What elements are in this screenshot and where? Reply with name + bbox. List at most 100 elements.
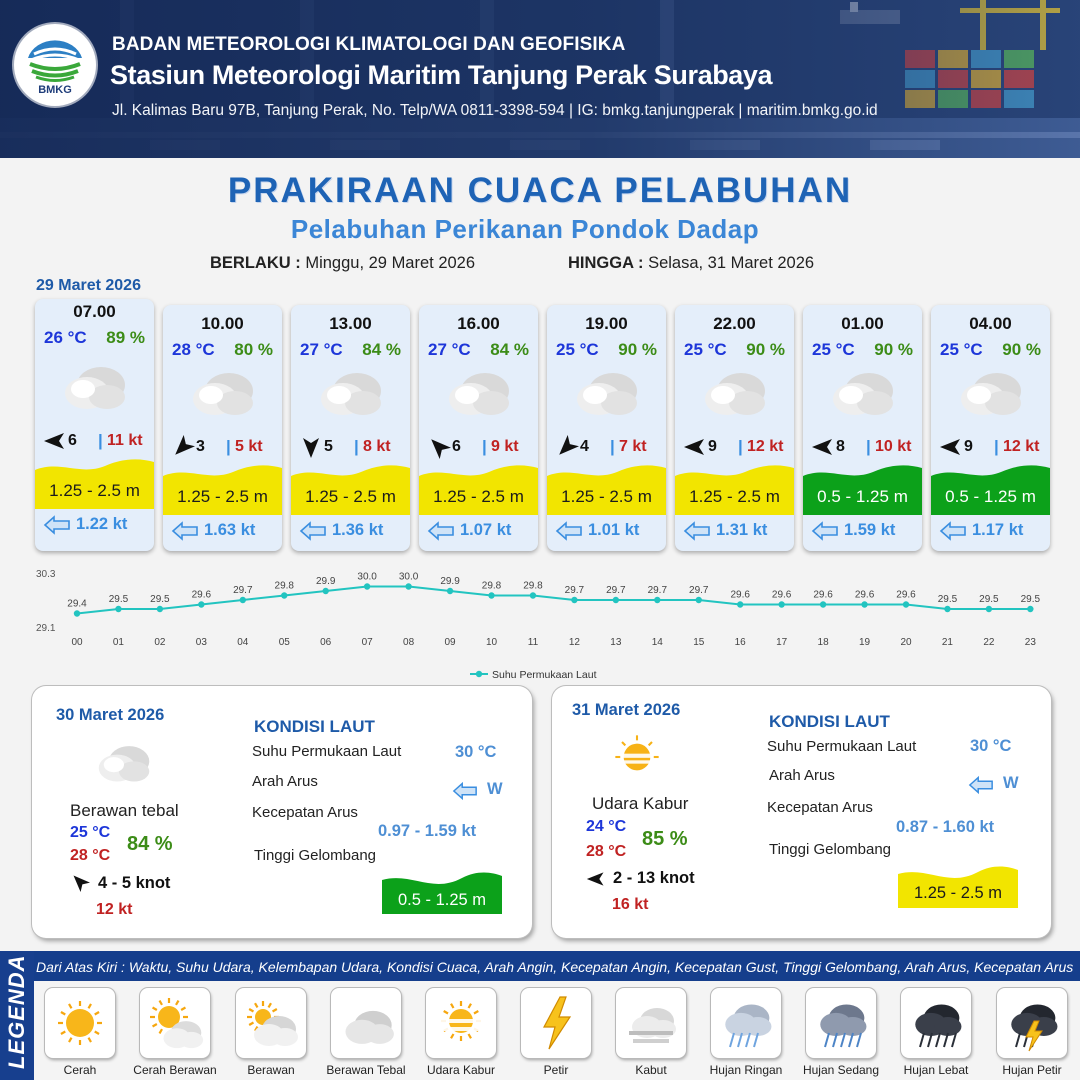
organization-name: BADAN METEOROLOGI KLIMATOLOGI DAN GEOFIS…	[112, 34, 626, 55]
sea-surface-temperature-chart: 30.3 29.1 29.4 00 29.5 01 29.5 02 29.6 03 29.7 04 29…	[36, 569, 1041, 681]
sst-data-label: 29.5	[979, 594, 999, 605]
forecast-time: 01.00	[841, 314, 884, 333]
forecast-time: 10.00	[201, 314, 244, 333]
legend-item-label: Hujan Sedang	[802, 1063, 880, 1077]
wind-direction-icon	[303, 438, 319, 458]
sst-data-point	[488, 592, 495, 599]
legend-item-label: Berawan	[247, 1063, 295, 1077]
legend-item-label: Cerah Berawan	[133, 1063, 217, 1077]
forecast-time: 13.00	[329, 314, 372, 333]
sst-data-point	[944, 605, 951, 613]
forecast-humidity: 90 %	[1002, 340, 1041, 359]
wind-direction-icon	[940, 439, 960, 455]
thick-cloud-icon	[345, 1010, 394, 1044]
sst-data-label: 29.6	[896, 590, 916, 601]
forecast-temperature: 25 °C	[940, 340, 983, 359]
sst-data-point	[156, 605, 164, 613]
forecast-wave-height: 1.25 - 2.5 m	[177, 487, 268, 506]
sst-data-label: 29.6	[772, 590, 792, 601]
sst-data-point	[778, 601, 785, 608]
sst-data-label: 29.9	[440, 576, 460, 587]
forecast-wind-speed: 9	[708, 438, 717, 455]
arrow-left-icon	[171, 521, 198, 541]
forecast-humidity: 84 %	[362, 340, 401, 359]
forecast-current-speed: 1.22 kt	[76, 515, 128, 533]
day-humidity: 84 %	[127, 833, 173, 855]
sun-cloud-icon	[150, 998, 204, 1049]
forecast-gust: 9 kt	[491, 438, 519, 455]
haze-icon	[615, 735, 659, 771]
thick-cloud-icon	[961, 373, 1021, 415]
forecast-separator: |	[98, 431, 103, 450]
sst-data-point	[115, 605, 122, 613]
x-tick-label: 10	[486, 637, 498, 648]
moderate-rain-icon	[820, 1004, 867, 1048]
forecast-temperature: 25 °C	[812, 340, 855, 359]
sst-data-label: 29.6	[813, 590, 833, 601]
sst-data-point	[1027, 605, 1034, 613]
legend-point-swatch	[475, 670, 483, 678]
forecast-separator: |	[226, 437, 231, 456]
sst-data-point	[861, 601, 868, 608]
forecast-separator: |	[738, 437, 743, 456]
day-condition: Udara Kabur	[592, 794, 689, 813]
current-speed-value: 0.87 - 1.60 kt	[896, 818, 995, 836]
arrow-left-icon	[968, 775, 993, 795]
sst-data-label: 29.7	[233, 585, 253, 596]
sst-value: 30 °C	[455, 743, 497, 761]
forecast-gust: 12 kt	[1003, 438, 1040, 455]
arrow-left-icon	[555, 521, 582, 541]
sst-data-label: 29.6	[730, 590, 750, 601]
forecast-time: 07.00	[73, 302, 116, 321]
forecast-card: 10.00 28 °C 80 % 3 | 5 kt 1.25 - 2.5 m 1.63 kt	[163, 305, 282, 551]
light-rain-icon	[725, 1004, 772, 1048]
wave-height-band	[675, 465, 794, 515]
thick-cloud-icon	[577, 373, 637, 415]
legend-item-thunderstorm	[997, 988, 1067, 1058]
thunderstorm-icon	[1011, 1004, 1058, 1052]
forecast-temperature: 25 °C	[556, 340, 599, 359]
logo-text: BMKG	[38, 84, 72, 96]
forecast-current-speed: 1.31 kt	[716, 521, 768, 539]
forecast-wind-speed: 6	[452, 438, 461, 455]
forecast-wind-speed: 9	[964, 438, 973, 455]
day-gust: 16 kt	[612, 896, 649, 913]
sst-data-label: 29.7	[565, 585, 585, 596]
sst-data-point	[446, 587, 454, 595]
header-banner: BMKG BADAN METEOROLOGI KLIMATOLOGI DAN G…	[0, 0, 1080, 158]
validity-to: HINGGA : Selasa, 31 Maret 2026	[568, 254, 814, 273]
sst-data-label: 29.8	[523, 581, 543, 592]
forecast-time: 04.00	[969, 314, 1012, 333]
sst-label: Suhu Permukaan Laut	[252, 743, 402, 760]
forecast-temperature: 27 °C	[300, 340, 343, 359]
sst-data-label: 29.5	[150, 594, 170, 605]
forecast-separator: |	[866, 437, 871, 456]
day-temp-max: 28 °C	[70, 847, 111, 864]
validity-to-label: HINGGA :	[568, 254, 644, 272]
legend-item-label: Petir	[543, 1063, 569, 1077]
forecast-card: 13.00 27 °C 84 % 5 | 8 kt 1.25 - 2.5 m 1.36 kt	[291, 305, 410, 551]
thick-cloud-icon	[65, 367, 125, 409]
sst-value: 30 °C	[970, 737, 1012, 755]
forecast-wave-height: 0.5 - 1.25 m	[817, 487, 908, 506]
forecast-wind-speed: 4	[580, 438, 589, 455]
forecast-gust: 12 kt	[747, 438, 784, 455]
sst-data-point	[322, 587, 329, 595]
forecast-humidity: 90 %	[746, 340, 785, 359]
forecast-card: 22.00 25 °C 90 % 9 | 12 kt 1.25 - 2.5 m 1.31 kt	[675, 305, 794, 551]
day-wind-speed: 4 - 5 knot	[98, 874, 171, 892]
sst-data-point	[902, 601, 910, 608]
forecast-wave-height: 1.25 - 2.5 m	[305, 487, 396, 506]
legend-title: LEGENDA	[4, 954, 29, 1069]
sst-data-point	[198, 601, 205, 608]
x-tick-label: 07	[362, 637, 374, 648]
x-tick-label: 17	[776, 637, 788, 648]
legend-item-label: Cerah	[63, 1063, 97, 1077]
sst-series-line	[76, 585, 1031, 615]
sst-data-label: 29.5	[1021, 594, 1041, 605]
forecast-wave-height: 1.25 - 2.5 m	[433, 487, 524, 506]
current-speed-value: 0.97 - 1.59 kt	[378, 822, 477, 840]
day-date: 30 Maret 2026	[56, 706, 165, 724]
legend-item-moderate-rain	[806, 988, 876, 1058]
forecast-humidity: 84 %	[490, 340, 529, 359]
